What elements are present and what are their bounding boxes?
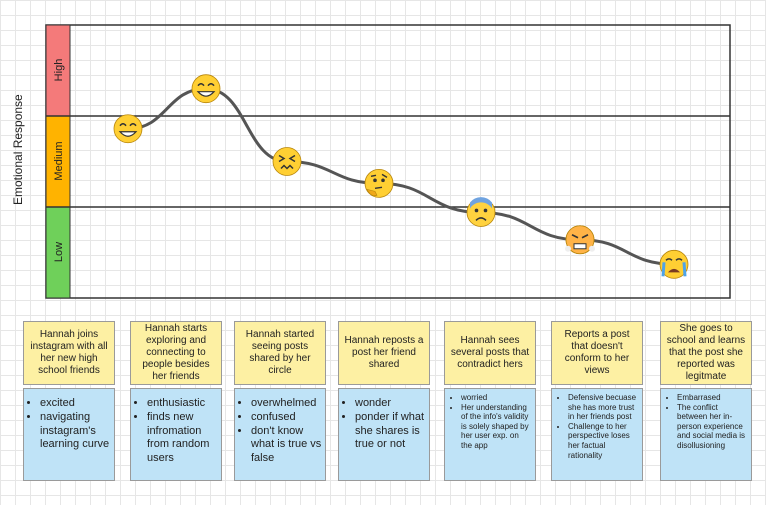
anxious-face-icon <box>466 197 496 227</box>
band-high <box>45 24 71 117</box>
step-5-bullet-1: worried <box>461 393 532 403</box>
step-title-7: She goes to school and learns that the p… <box>660 321 752 385</box>
steaming-face-icon <box>565 225 595 255</box>
step-title-1: Hannah joins instagram with all her new … <box>23 321 115 385</box>
step-notes-4: wonder ponder if what she shares is true… <box>338 388 430 481</box>
step-4-bullet-1: wonder <box>355 397 426 411</box>
step-notes-7: Embarrased The conflict between her in-p… <box>660 388 752 481</box>
step-6-bullet-1: Defensive becuase she has more trust in … <box>568 393 639 422</box>
crying-face-icon <box>659 249 689 279</box>
chart-frame <box>45 24 731 299</box>
step-2-bullet-1: enthusiastic <box>147 397 218 411</box>
step-3-bullet-1: overwhelmed <box>251 397 322 411</box>
grinning-face-icon <box>113 114 143 144</box>
step-notes-1: excited navigating instagram's learning … <box>23 388 115 481</box>
step-2-bullet-2: finds new infromation from random users <box>147 411 218 466</box>
band-medium <box>45 115 71 208</box>
step-notes-6: Defensive becuase she has more trust in … <box>551 388 643 481</box>
step-5-bullet-2: Her understanding of the info's validity… <box>461 403 532 451</box>
step-7-bullet-2: The conflict between her in-person exper… <box>677 403 748 451</box>
step-3-bullet-3: don't know what is true vs false <box>251 425 322 466</box>
confounded-face-icon <box>272 147 302 176</box>
step-title-5: Hannah sees several posts that contradic… <box>444 321 536 385</box>
thinking-face-icon <box>364 168 394 198</box>
step-notes-2: enthusiastic finds new infromation from … <box>130 388 222 481</box>
step-title-6: Reports a post that doesn't conform to h… <box>551 321 643 385</box>
step-notes-3: overwhelmed confused don't know what is … <box>234 388 326 481</box>
step-title-4: Hannah reposts a post her friend shared <box>338 321 430 385</box>
step-1-bullet-1: excited <box>40 397 111 411</box>
step-notes-5: worried Her understanding of the info's … <box>444 388 536 481</box>
step-title-2: Hannah starts exploring and connecting t… <box>130 321 222 385</box>
emotion-markers <box>113 74 689 279</box>
step-1-bullet-2: navigating instagram's learning curve <box>40 411 111 452</box>
beaming-face-icon <box>191 74 221 104</box>
step-3-bullet-2: confused <box>251 411 322 425</box>
band-label-medium: Medium <box>53 141 65 180</box>
band-label-high: High <box>53 59 65 82</box>
step-4-bullet-2: ponder if what she shares is true or not <box>355 411 426 452</box>
step-title-3: Hannah started seeing posts shared by he… <box>234 321 326 385</box>
emotion-chart: High Medium Low <box>45 24 731 299</box>
band-label-low: Low <box>53 242 65 262</box>
step-6-bullet-2: Challenge to her perspective loses her f… <box>568 422 639 460</box>
step-7-bullet-1: Embarrased <box>677 393 748 403</box>
